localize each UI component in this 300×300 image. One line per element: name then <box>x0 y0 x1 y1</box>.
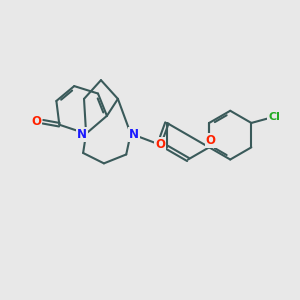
Text: O: O <box>32 115 41 128</box>
Text: O: O <box>155 137 165 151</box>
Text: N: N <box>76 128 87 141</box>
Text: O: O <box>206 134 216 147</box>
Text: Cl: Cl <box>268 112 280 122</box>
Text: N: N <box>129 128 139 141</box>
